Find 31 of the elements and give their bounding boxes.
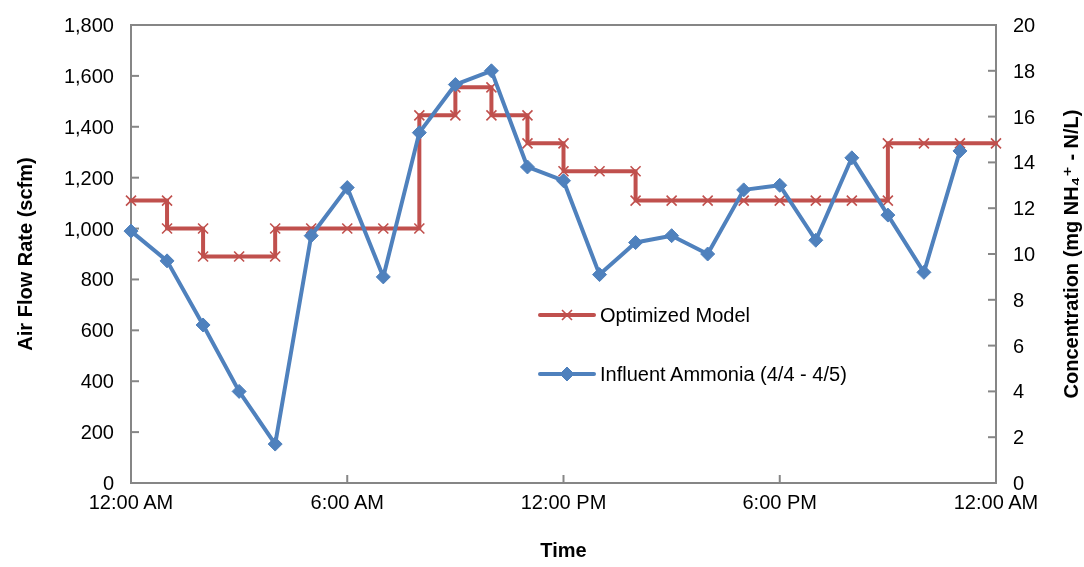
y-tick-label: 1,000 [63,217,114,240]
y-tick-label: 400 [80,370,114,393]
y-tick-label: 800 [80,268,114,291]
y-tick-label: 1,600 [63,64,114,87]
x-tick-label: 6:00 PM [742,491,817,513]
y2-tick-label: 14 [1013,151,1036,174]
y-tick-label: 200 [80,421,114,444]
x-tick-label: 6:00 AM [310,491,384,513]
y-tick-label: 0 [102,472,114,494]
y2-tick-label: 18 [1013,59,1036,82]
y-tick-label: 600 [80,319,114,342]
y2-tick-label: 12 [1013,197,1036,220]
y2-tick-label: 4 [1013,380,1025,403]
x-tick-label: 12:00 PM [520,491,607,513]
y2-tick-label: 10 [1013,243,1036,265]
y2-axis-title: Concentration (mg NH₄⁺ - N/L) [1060,109,1082,399]
y2-tick-label: 0 [1013,472,1025,494]
y-tick-label: 1,200 [63,166,114,189]
y2-tick-label: 16 [1013,105,1036,128]
x-tick-label: 12:00 AM [953,491,1039,513]
y2-tick-label: 6 [1013,334,1025,357]
legend-label: Influent Ammonia (4/4 - 4/5) [600,363,847,385]
y2-tick-label: 20 [1013,14,1036,36]
y2-tick-label: 2 [1013,426,1025,449]
x-axis-title: Time [540,539,587,561]
y-axis-title: Air Flow Rate (scfm) [14,157,36,351]
x-tick-label: 12:00 AM [88,491,174,513]
y2-tick-label: 8 [1013,288,1025,311]
y-tick-label: 1,800 [63,14,114,36]
legend-label: Optimized Model [600,304,751,326]
y-tick-label: 1,400 [63,115,114,138]
